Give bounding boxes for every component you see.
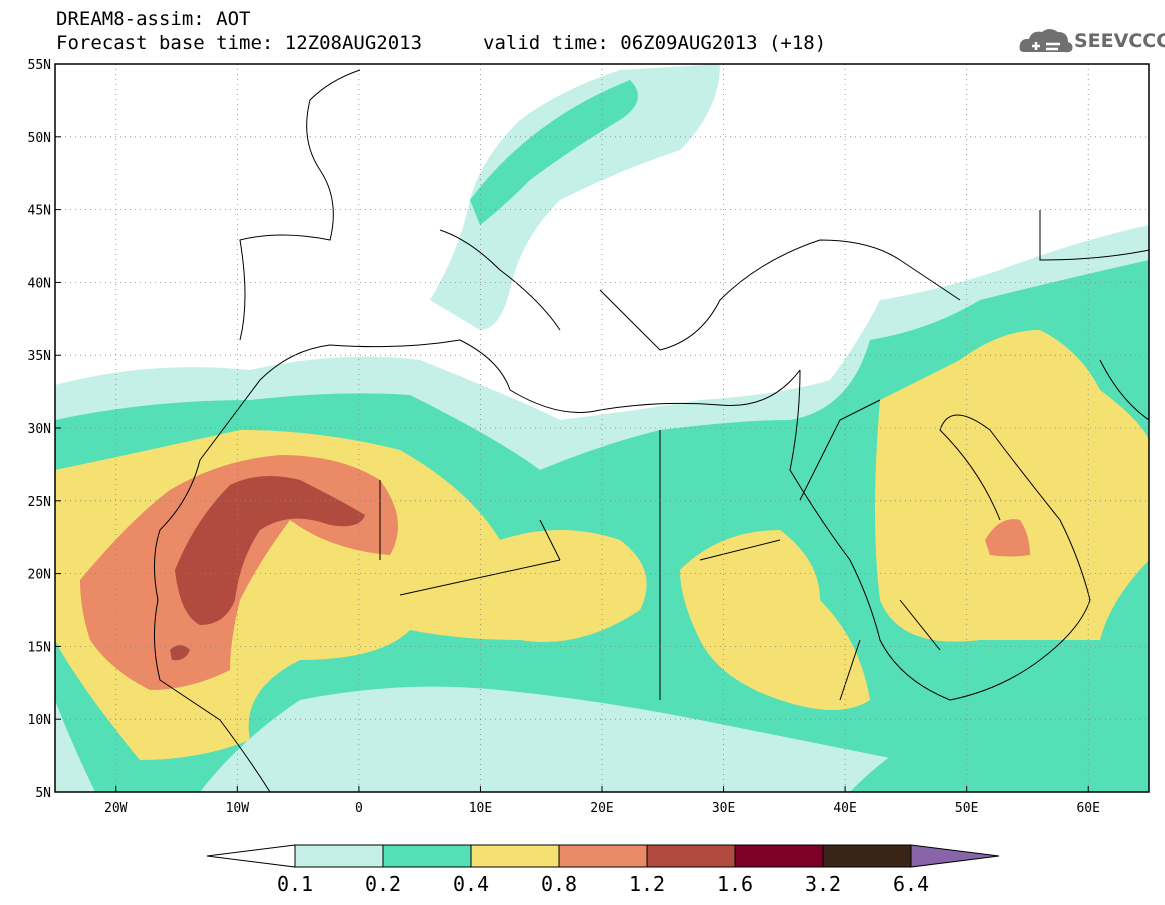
colorbar-level-label: 1.2	[628, 872, 666, 896]
lat-tick-label: 10N	[28, 713, 51, 728]
lon-tick-label: 60E	[1076, 801, 1099, 816]
colorbar-level-label: 3.2	[804, 872, 842, 896]
cloud-logo-icon	[1019, 29, 1073, 53]
colorbar-under-triangle	[206, 844, 296, 868]
colorbar-level-label: 1.6	[716, 872, 754, 896]
colorbar-segment	[734, 844, 824, 868]
lon-axis: 20W 10W 0 10E 20E 30E 40E 50E 60E	[104, 786, 1100, 816]
lat-tick-label: 30N	[28, 422, 51, 437]
lat-tick-label: 20N	[28, 568, 51, 583]
colorbar-segment	[470, 844, 560, 868]
map-title: DREAM8-assim: AOT	[56, 8, 251, 30]
lon-tick-label: 20E	[590, 801, 613, 816]
colorbar-segment	[294, 844, 384, 868]
lon-tick-label: 0	[355, 801, 363, 816]
colorbar-segment	[558, 844, 648, 868]
lon-tick-label: 10W	[226, 801, 250, 816]
aot-contours	[55, 64, 1149, 792]
lon-tick-label: 20W	[104, 801, 128, 816]
valid-time: valid time: 06Z09AUG2013 (+18)	[483, 32, 827, 54]
colorbar-level-label: 0.4	[452, 872, 490, 896]
lat-tick-label: 5N	[35, 786, 51, 801]
lat-tick-label: 25N	[28, 495, 51, 510]
colorbar-level-label: 0.1	[276, 872, 314, 896]
lon-tick-label: 40E	[833, 801, 856, 816]
logo-text: SEEVCCC	[1074, 30, 1165, 52]
colorbar-over-triangle	[910, 844, 1000, 868]
colorbar	[206, 844, 1000, 868]
lat-axis: 5N 10N 15N 20N 25N 30N 35N 40N 45N 50N 55N	[28, 58, 61, 801]
colorbar-segment	[382, 844, 472, 868]
colorbar-level-label: 0.2	[364, 872, 402, 896]
lon-tick-label: 10E	[469, 801, 492, 816]
lat-tick-label: 40N	[28, 276, 51, 291]
colorbar-segment	[822, 844, 912, 868]
lat-tick-label: 55N	[28, 58, 51, 73]
lat-tick-label: 35N	[28, 349, 51, 364]
forecast-base-time: Forecast base time: 12Z08AUG2013	[56, 32, 423, 54]
colorbar-level-label: 6.4	[892, 872, 930, 896]
lat-tick-label: 45N	[28, 204, 51, 219]
lon-tick-label: 50E	[955, 801, 978, 816]
lat-tick-label: 50N	[28, 131, 51, 146]
lon-tick-label: 30E	[712, 801, 735, 816]
colorbar-level-label: 0.8	[540, 872, 578, 896]
lat-tick-label: 15N	[28, 640, 51, 655]
coastlines	[153, 69, 1149, 792]
colorbar-segment	[646, 844, 736, 868]
